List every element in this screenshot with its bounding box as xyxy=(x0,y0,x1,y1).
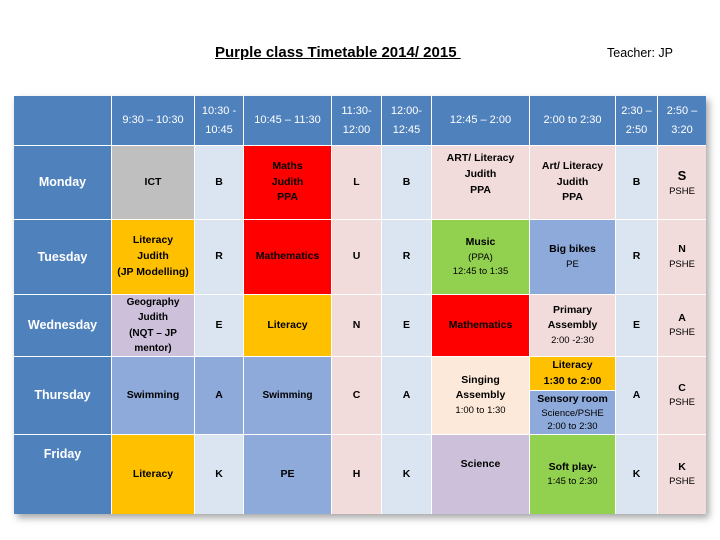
monday-break-2: B xyxy=(616,146,658,220)
wednesday-break-1: E xyxy=(195,295,244,357)
header-period-9: 2:50 –3:20 xyxy=(658,96,706,146)
tuesday-lunch-2: R xyxy=(382,220,432,295)
header-period-1: 9:30 – 10:30 xyxy=(112,96,195,146)
thursday-break-1: A xyxy=(195,357,244,435)
thursday-period-3: Swimming xyxy=(244,357,332,435)
friday-period-9: K PSHE xyxy=(658,435,706,514)
day-wednesday: Wednesday xyxy=(14,295,112,357)
wednesday-lunch-2: E xyxy=(382,295,432,357)
header-break-1: 10:30 -10:45 xyxy=(195,96,244,146)
tuesday-lunch-1: U xyxy=(332,220,382,295)
day-tuesday: Tuesday xyxy=(14,220,112,295)
monday-lunch-1: L xyxy=(332,146,382,220)
thursday-period-6: Singing Assembly 1:00 to 1:30 xyxy=(432,357,530,435)
tuesday-break-1: R xyxy=(195,220,244,295)
wednesday-period-1: Geography Judith (NQT – JP mentor) xyxy=(112,295,195,357)
thursday-lunch-1: C xyxy=(332,357,382,435)
thursday-period-9: C PSHE xyxy=(658,357,706,435)
monday-period-3: Maths Judith PPA xyxy=(244,146,332,220)
tuesday-period-7: Big bikes PE xyxy=(530,220,616,295)
day-thursday: Thursday xyxy=(14,357,112,435)
monday-lunch-2: B xyxy=(382,146,432,220)
wednesday-lunch-1: N xyxy=(332,295,382,357)
tuesday-break-2: R xyxy=(616,220,658,295)
friday-period-6: Science xyxy=(432,435,530,514)
thursday-lunch-2: A xyxy=(382,357,432,435)
teacher-label: Teacher: JP xyxy=(607,46,674,60)
friday-period-3: PE xyxy=(244,435,332,514)
header-lunch-2: 12:00- 12:45 xyxy=(382,96,432,146)
header-period-3: 10:45 – 11:30 xyxy=(244,96,332,146)
friday-break-2: K xyxy=(616,435,658,514)
header-period-6: 12:45 – 2:00 xyxy=(432,96,530,146)
friday-break-1: K xyxy=(195,435,244,514)
day-friday: Friday xyxy=(14,435,112,514)
tuesday-period-3: Mathematics xyxy=(244,220,332,295)
monday-period-7: Art/ Literacy Judith PPA xyxy=(530,146,616,220)
monday-break-1: B xyxy=(195,146,244,220)
monday-period-9: S PSHE xyxy=(658,146,706,220)
header-period-7: 2:00 to 2:30 xyxy=(530,96,616,146)
wednesday-period-6: Mathematics xyxy=(432,295,530,357)
tuesday-period-9: N PSHE xyxy=(658,220,706,295)
day-monday: Monday xyxy=(14,146,112,220)
friday-lunch-2: K xyxy=(382,435,432,514)
friday-period-1: Literacy xyxy=(112,435,195,514)
wednesday-period-9: A PSHE xyxy=(658,295,706,357)
wednesday-break-2: E xyxy=(616,295,658,357)
thursday-period-1: Swimming xyxy=(112,357,195,435)
friday-period-7: Soft play- 1:45 to 2:30 xyxy=(530,435,616,514)
thursday-break-2: A xyxy=(616,357,658,435)
monday-period-6: ART/ Literacy Judith PPA xyxy=(432,146,530,220)
header-lunch-1: 11:30- 12:00 xyxy=(332,96,382,146)
page-title: Purple class Timetable 2014/ 2015 xyxy=(215,44,461,61)
thursday-period-7a: Literacy 1:30 to 2:00 xyxy=(530,357,616,391)
wednesday-period-7: Primary Assembly 2:00 -2:30 xyxy=(530,295,616,357)
tuesday-period-6: Music (PPA) 12:45 to 1:35 xyxy=(432,220,530,295)
header-break-2: 2:30 –2:50 xyxy=(616,96,658,146)
header-corner xyxy=(14,96,112,146)
tuesday-period-1: Literacy Judith (JP Modelling) xyxy=(112,220,195,295)
thursday-period-7b: Sensory room Science/PSHE 2:00 to 2:30 xyxy=(530,391,616,435)
friday-lunch-1: H xyxy=(332,435,382,514)
monday-period-1: ICT xyxy=(112,146,195,220)
wednesday-period-3: Literacy xyxy=(244,295,332,357)
timetable: 9:30 – 10:30 10:30 -10:45 10:45 – 11:30 … xyxy=(14,96,706,514)
